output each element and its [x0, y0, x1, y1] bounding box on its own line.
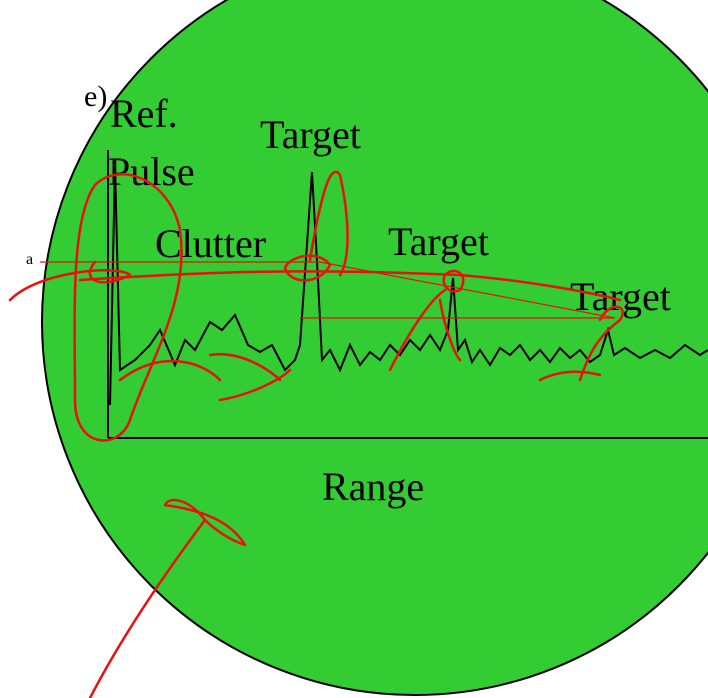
target-label: Target [388, 219, 489, 264]
ref-label: Ref. [110, 91, 178, 136]
x-axis-label: Range [322, 464, 424, 509]
ref-label: Pulse [108, 149, 195, 194]
slide: e) a Ref. Pulse Target Clutter Target Ta… [0, 0, 708, 698]
target-label: Target [260, 112, 361, 157]
corner-fragment: e) [84, 80, 107, 113]
clutter-label: Clutter [155, 221, 266, 266]
side-fragment: a [26, 251, 33, 268]
